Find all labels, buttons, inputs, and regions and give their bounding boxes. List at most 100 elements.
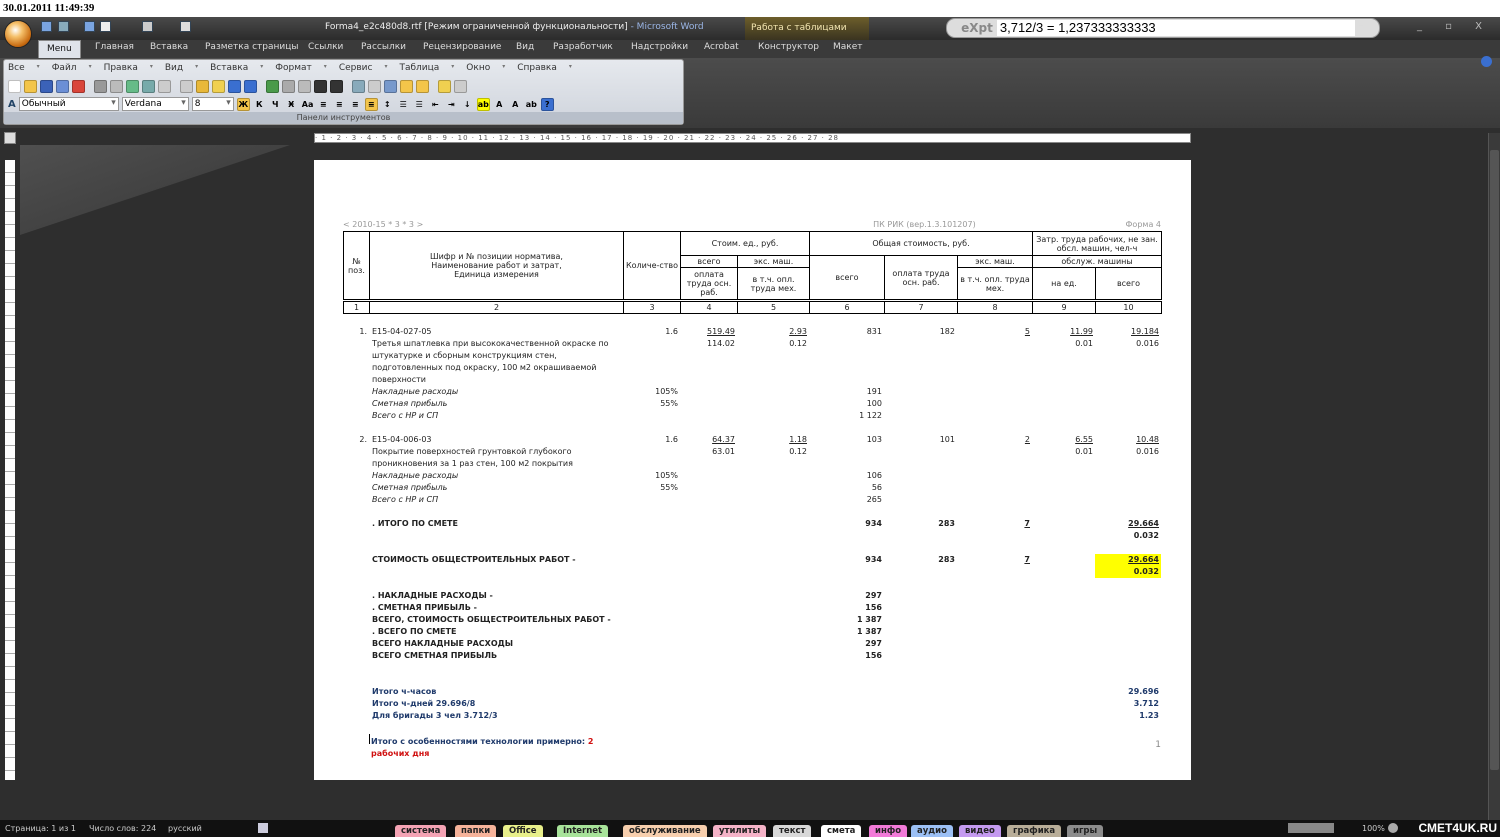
center-icon[interactable]: ≡	[335, 99, 343, 109]
style-select[interactable]: Обычный	[18, 97, 119, 111]
tab-8[interactable]: Разработчик	[553, 42, 613, 52]
help-icon[interactable]	[1481, 56, 1492, 67]
find-icon[interactable]	[142, 21, 153, 32]
category-tab-8[interactable]: инфо	[869, 825, 908, 837]
toolbar-button-icon[interactable]	[158, 80, 171, 93]
toolbar-button-icon[interactable]	[400, 80, 413, 93]
menu-item[interactable]: Справка	[517, 63, 557, 73]
category-tab-11[interactable]: графика	[1007, 825, 1062, 837]
toolbar-button-icon[interactable]	[180, 80, 193, 93]
toolbar-button-icon[interactable]	[314, 80, 327, 93]
tab-5[interactable]: Рассылки	[361, 42, 406, 52]
toolbar-button-icon[interactable]	[244, 80, 257, 93]
toolbar-button-icon[interactable]	[384, 80, 397, 93]
tab-11[interactable]: Конструктор	[758, 42, 819, 52]
toolbar-button-icon[interactable]	[40, 80, 53, 93]
category-tab-12[interactable]: игры	[1067, 825, 1104, 837]
toolbar-button-icon[interactable]	[126, 80, 139, 93]
highlight-icon[interactable]: Ӿ	[288, 99, 295, 109]
toolbar-button-icon[interactable]	[282, 80, 295, 93]
tab-1[interactable]: Главная	[95, 42, 134, 52]
play-icon[interactable]: ▶	[951, 23, 958, 33]
menu-item[interactable]: Правка	[103, 63, 138, 73]
category-tab-4[interactable]: обслуживание	[623, 825, 707, 837]
font-size-select[interactable]: 8	[191, 97, 234, 111]
horizontal-ruler[interactable]: · 1 · 2 · 3 · 4 · 5 · 6 · 7 · 8 · 9 · 10…	[314, 133, 1191, 143]
justify-icon[interactable]: ≡	[364, 97, 378, 111]
view-buttons[interactable]	[1288, 823, 1334, 833]
close-icon[interactable]: ×	[1367, 23, 1375, 33]
tab-3[interactable]: Разметка страницы	[205, 42, 299, 52]
tab-12[interactable]: Макет	[833, 42, 863, 52]
undo-icon[interactable]	[58, 21, 69, 32]
scrollbar-thumb[interactable]	[1490, 150, 1499, 770]
tab-10[interactable]: Acrobat	[704, 42, 739, 52]
bold-icon[interactable]: Ж	[236, 97, 250, 111]
menu-item[interactable]: Сервис	[338, 63, 373, 73]
toolbar-button-icon[interactable]	[212, 80, 225, 93]
toolbar-button-icon[interactable]	[298, 80, 311, 93]
line-spacing-icon[interactable]: ↕	[383, 99, 391, 109]
toolbar-button-icon[interactable]	[24, 80, 37, 93]
menu-item[interactable]: Файл	[51, 63, 77, 73]
toolbar-button-icon[interactable]	[72, 80, 85, 93]
document-page[interactable]: < 2010-15 * 3 * 3 > ПК РИК (вер.1.3.1012…	[314, 160, 1191, 780]
tab-6[interactable]: Рецензирование	[423, 42, 502, 52]
toolbar-button-icon[interactable]	[330, 80, 343, 93]
proofing-icon[interactable]	[258, 823, 268, 833]
redo-icon[interactable]	[84, 21, 95, 32]
styles-icon[interactable]: A	[8, 98, 16, 110]
menu-item[interactable]: Таблица	[399, 63, 440, 73]
numbering-icon[interactable]: ☰	[399, 99, 407, 109]
menu-item[interactable]: Формат	[275, 63, 312, 73]
category-tab-3[interactable]: Internet	[557, 825, 609, 837]
bullets-icon[interactable]: ☰	[415, 99, 423, 109]
menu-item[interactable]: Все	[8, 63, 25, 73]
category-tab-6[interactable]: текст	[773, 825, 812, 837]
tab-stop-selector[interactable]	[4, 132, 16, 144]
toolbar-button-icon[interactable]	[8, 80, 21, 93]
tab-7[interactable]: Вид	[516, 42, 535, 52]
window-controls[interactable]: _ ▫ X	[1417, 21, 1492, 32]
menu-item[interactable]: Окно	[466, 63, 491, 73]
tab-0[interactable]: Menu	[38, 40, 81, 58]
toolbar-button-icon[interactable]	[438, 80, 451, 93]
category-tab-7[interactable]: смета	[821, 825, 862, 837]
save-icon[interactable]	[41, 21, 52, 32]
toolbar-button-icon[interactable]	[454, 80, 467, 93]
tab-4[interactable]: Ссылки	[308, 42, 344, 52]
category-tab-0[interactable]: система	[395, 825, 447, 837]
menu-item[interactable]: Вид	[164, 63, 184, 73]
toolbar-button-icon[interactable]	[416, 80, 429, 93]
expt-input[interactable]: 3,712/3 = 1,237333333333	[996, 20, 1355, 36]
toolbar-button-icon[interactable]	[196, 80, 209, 93]
increase-indent-icon[interactable]: ⇥	[447, 99, 455, 109]
toolbar-button-icon[interactable]	[142, 80, 155, 93]
text-effects-icon[interactable]: A	[512, 99, 519, 109]
category-tab-10[interactable]: видео	[959, 825, 1001, 837]
toolbar-button-icon[interactable]	[56, 80, 69, 93]
print-preview-icon[interactable]	[100, 21, 111, 32]
font-color-icon[interactable]: A	[496, 99, 503, 109]
font-select[interactable]: Verdana	[121, 97, 189, 111]
tab-2[interactable]: Вставка	[150, 42, 189, 52]
underline-icon[interactable]: Ч	[272, 99, 279, 109]
toolbar-button-icon[interactable]	[228, 80, 241, 93]
word-count[interactable]: Число слов: 224	[89, 824, 157, 833]
change-case-icon[interactable]: Aa	[301, 99, 314, 109]
zoom-level[interactable]: 100%	[1362, 824, 1385, 833]
page-count[interactable]: Страница: 1 из 1	[5, 824, 76, 833]
toolbar-button-icon[interactable]	[368, 80, 381, 93]
italic-icon[interactable]: К	[255, 99, 263, 109]
toolbar-button-icon[interactable]	[266, 80, 279, 93]
category-tab-1[interactable]: папки	[455, 825, 497, 837]
language[interactable]: русский	[168, 824, 202, 833]
dropdown-icon[interactable]: ▾	[1358, 23, 1364, 33]
align-left-icon[interactable]: ≡	[319, 99, 327, 109]
align-right-icon[interactable]: ≡	[351, 99, 359, 109]
expt-calculator[interactable]: ▶ eXpt 3,712/3 = 1,237333333333 ▾ ×	[946, 18, 1380, 38]
format-painter-icon[interactable]	[180, 21, 191, 32]
vertical-ruler[interactable]	[5, 160, 15, 780]
category-tab-5[interactable]: утилиты	[713, 825, 767, 837]
toolbar-button-icon[interactable]	[352, 80, 365, 93]
